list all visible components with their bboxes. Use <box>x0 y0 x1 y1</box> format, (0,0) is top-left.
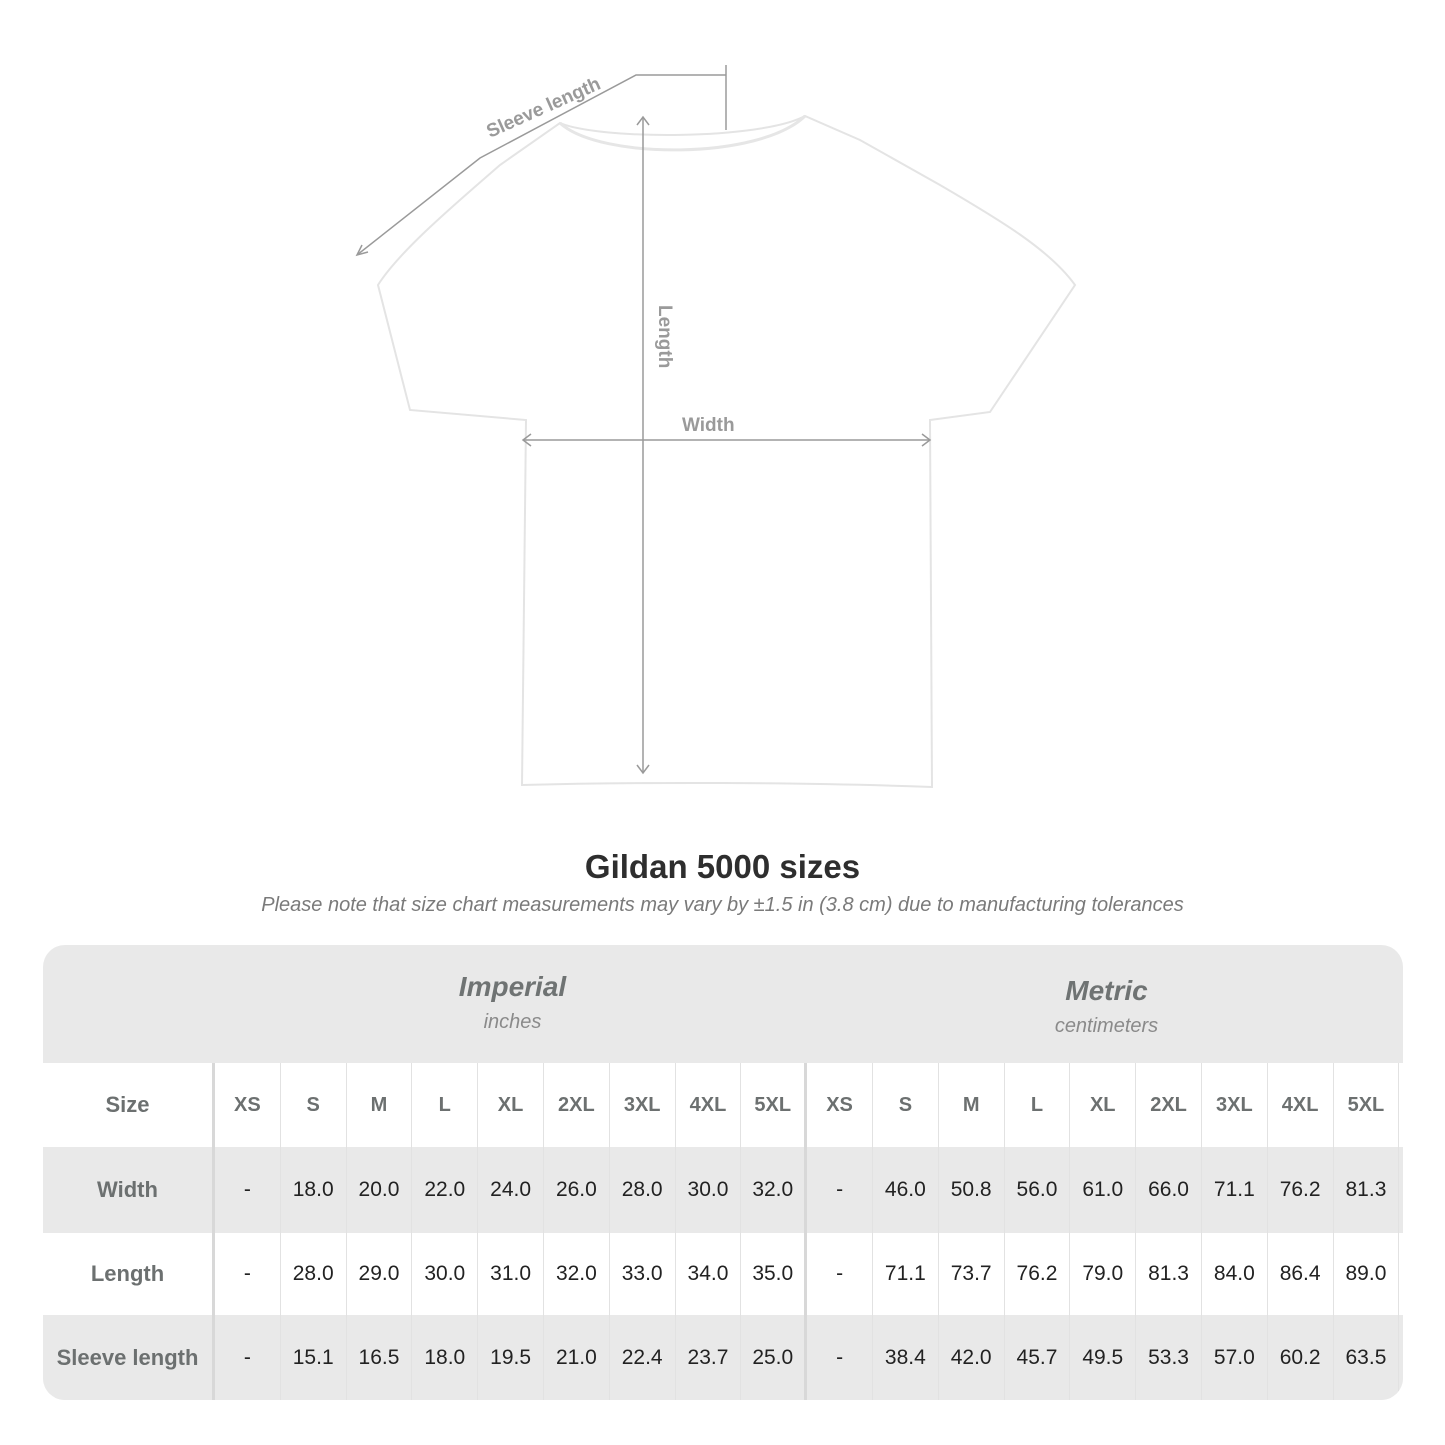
imperial-title: Imperial <box>458 971 567 1002</box>
imperial-value-cell: 35.0 <box>741 1233 808 1315</box>
metric-size-header: 3XL <box>1202 1063 1268 1147</box>
imperial-size-header: S <box>281 1063 347 1147</box>
length-measure <box>636 115 650 775</box>
size-table: Imperial inches Metric centimeters Size X… <box>43 945 1403 1400</box>
imperial-value-cell: 33.0 <box>610 1233 676 1315</box>
metric-value-cell: - <box>807 1233 873 1315</box>
metric-size-header: S <box>873 1063 939 1147</box>
imperial-value-cell: 22.0 <box>412 1147 479 1233</box>
sleeve-length-measure <box>355 65 727 257</box>
metric-value-cell: 86.4 <box>1268 1233 1334 1315</box>
imperial-value-cell: 26.0 <box>544 1147 610 1233</box>
imperial-header: Imperial inches <box>215 945 810 1063</box>
imperial-value-cell: 34.0 <box>676 1233 742 1315</box>
metric-value-cell: 56.0 <box>1005 1147 1071 1233</box>
imperial-value-cell: 25.0 <box>741 1315 808 1400</box>
page-title: Gildan 5000 sizes <box>584 848 861 885</box>
metric-value-cell: 38.4 <box>873 1315 939 1400</box>
metric-value-cell: 57.0 <box>1202 1315 1268 1400</box>
metric-value-cell: 76.2 <box>1005 1233 1071 1315</box>
imperial-value-cell: 28.0 <box>610 1147 676 1233</box>
table-row: Sleeve length -15.1 16.5 18.0 19.5 21.0 22.4 23… <box>43 1315 1403 1400</box>
row-label: Length <box>43 1233 215 1315</box>
metric-size-header: M <box>939 1063 1005 1147</box>
metric-header: Metric centimeters <box>810 945 1403 1063</box>
imperial-value-cell: 23.7 <box>676 1315 742 1400</box>
metric-size-header: XL <box>1070 1063 1137 1147</box>
imperial-value-cell: 24.0 <box>478 1147 544 1233</box>
imperial-size-header: 5XL <box>741 1063 808 1147</box>
imperial-value-cell: 29.0 <box>347 1233 413 1315</box>
imperial-size-header: 4XL <box>676 1063 742 1147</box>
imperial-value-cell: 32.0 <box>741 1147 808 1233</box>
imperial-value-cell: 32.0 <box>544 1233 610 1315</box>
metric-size-header: 5XL <box>1334 1063 1400 1147</box>
imperial-value-cell: - <box>215 1315 281 1400</box>
imperial-value-cell: 19.5 <box>478 1315 544 1400</box>
width-measure <box>521 433 932 447</box>
imperial-size-header: M <box>347 1063 413 1147</box>
imperial-size-header: 3XL <box>610 1063 676 1147</box>
tolerance-note: Please note that size chart measurements… <box>261 894 1184 916</box>
metric-value-cell: 66.0 <box>1136 1147 1202 1233</box>
metric-value-cell: 49.5 <box>1070 1315 1137 1400</box>
row-label: Width <box>43 1147 215 1233</box>
imperial-value-cell: 22.4 <box>610 1315 676 1400</box>
metric-value-cell: 84.0 <box>1202 1233 1268 1315</box>
metric-value-cell: - <box>807 1315 873 1400</box>
imperial-value-cell: 15.1 <box>281 1315 347 1400</box>
metric-value-cell: 61.0 <box>1070 1147 1137 1233</box>
metric-value-cell: 76.2 <box>1268 1147 1334 1233</box>
metric-value-cell: 73.7 <box>939 1233 1005 1315</box>
collar <box>558 114 807 152</box>
metric-size-header: 4XL <box>1268 1063 1334 1147</box>
row-label: Size <box>43 1063 215 1147</box>
metric-value-cell: 71.1 <box>873 1233 939 1315</box>
imperial-size-header: 2XL <box>544 1063 610 1147</box>
size-header-row: Size XS S M L XL 2XL 3XL 4XL 5XL XS S M L XL 2XL 3XL 4XL 5… <box>43 1063 1403 1147</box>
table-row: Width -18.0 20.0 22.0 24.0 26.0 28.0 30.0 32.0-4… <box>43 1147 1403 1233</box>
metric-size-header: 2XL <box>1136 1063 1202 1147</box>
metric-value-cell: 81.3 <box>1136 1233 1202 1315</box>
imperial-value-cell: 21.0 <box>544 1315 610 1400</box>
table-row: Length -28.0 29.0 30.0 31.0 32.0 33.0 34.0 35.0-… <box>43 1233 1403 1315</box>
metric-value-cell: - <box>807 1147 873 1233</box>
metric-value-cell: 79.0 <box>1070 1233 1137 1315</box>
imperial-value-cell: 30.0 <box>412 1233 479 1315</box>
imperial-value-cell: 30.0 <box>676 1147 742 1233</box>
imperial-value-cell: - <box>215 1147 281 1233</box>
imperial-unit: inches <box>483 1011 542 1033</box>
metric-value-cell: 63.5 <box>1334 1315 1400 1400</box>
metric-value-cell: 71.1 <box>1202 1147 1268 1233</box>
imperial-value-cell: 18.0 <box>412 1315 479 1400</box>
width-label: Width <box>682 415 735 436</box>
imperial-value-cell: 28.0 <box>281 1233 347 1315</box>
imperial-value-cell: 20.0 <box>347 1147 413 1233</box>
tshirt-diagram: Sleeve length Length Width <box>355 65 1077 789</box>
metric-value-cell: 60.2 <box>1268 1315 1334 1400</box>
metric-value-cell: 46.0 <box>873 1147 939 1233</box>
imperial-value-cell: 16.5 <box>347 1315 413 1400</box>
metric-value-cell: 81.3 <box>1334 1147 1400 1233</box>
imperial-size-header: L <box>412 1063 479 1147</box>
imperial-value-cell: 18.0 <box>281 1147 347 1233</box>
length-label: Length <box>654 305 675 368</box>
metric-unit: centimeters <box>1054 1015 1159 1037</box>
tshirt-image <box>376 114 1077 789</box>
imperial-value-cell: - <box>215 1233 281 1315</box>
metric-title: Metric <box>1065 975 1148 1006</box>
metric-value-cell: 45.7 <box>1005 1315 1071 1400</box>
metric-value-cell: 53.3 <box>1136 1315 1202 1400</box>
metric-value-cell: 89.0 <box>1334 1233 1400 1315</box>
metric-size-header: L <box>1005 1063 1071 1147</box>
metric-value-cell: 42.0 <box>939 1315 1005 1400</box>
metric-value-cell: 50.8 <box>939 1147 1005 1233</box>
imperial-value-cell: 31.0 <box>478 1233 544 1315</box>
imperial-size-header: XL <box>478 1063 544 1147</box>
imperial-size-header: XS <box>215 1063 281 1147</box>
row-label: Sleeve length <box>43 1315 215 1400</box>
metric-size-header: XS <box>807 1063 873 1147</box>
